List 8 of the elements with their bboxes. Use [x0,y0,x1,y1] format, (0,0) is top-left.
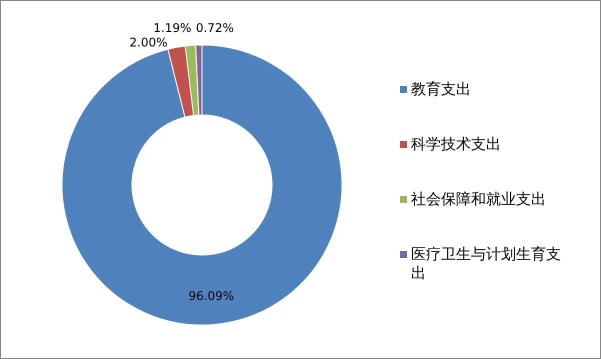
data-label: 1.19% [153,21,192,35]
legend-label: 科学技术支出 [411,135,501,154]
legend-label: 医疗卫生与计划生育支出 [411,245,562,283]
data-label: 96.09% [188,289,234,304]
data-label: 2.00% [129,35,168,50]
legend-label: 社会保障和就业支出 [411,190,546,209]
legend-label: 教育支出 [411,80,471,99]
data-label: 0.72% [196,21,234,35]
